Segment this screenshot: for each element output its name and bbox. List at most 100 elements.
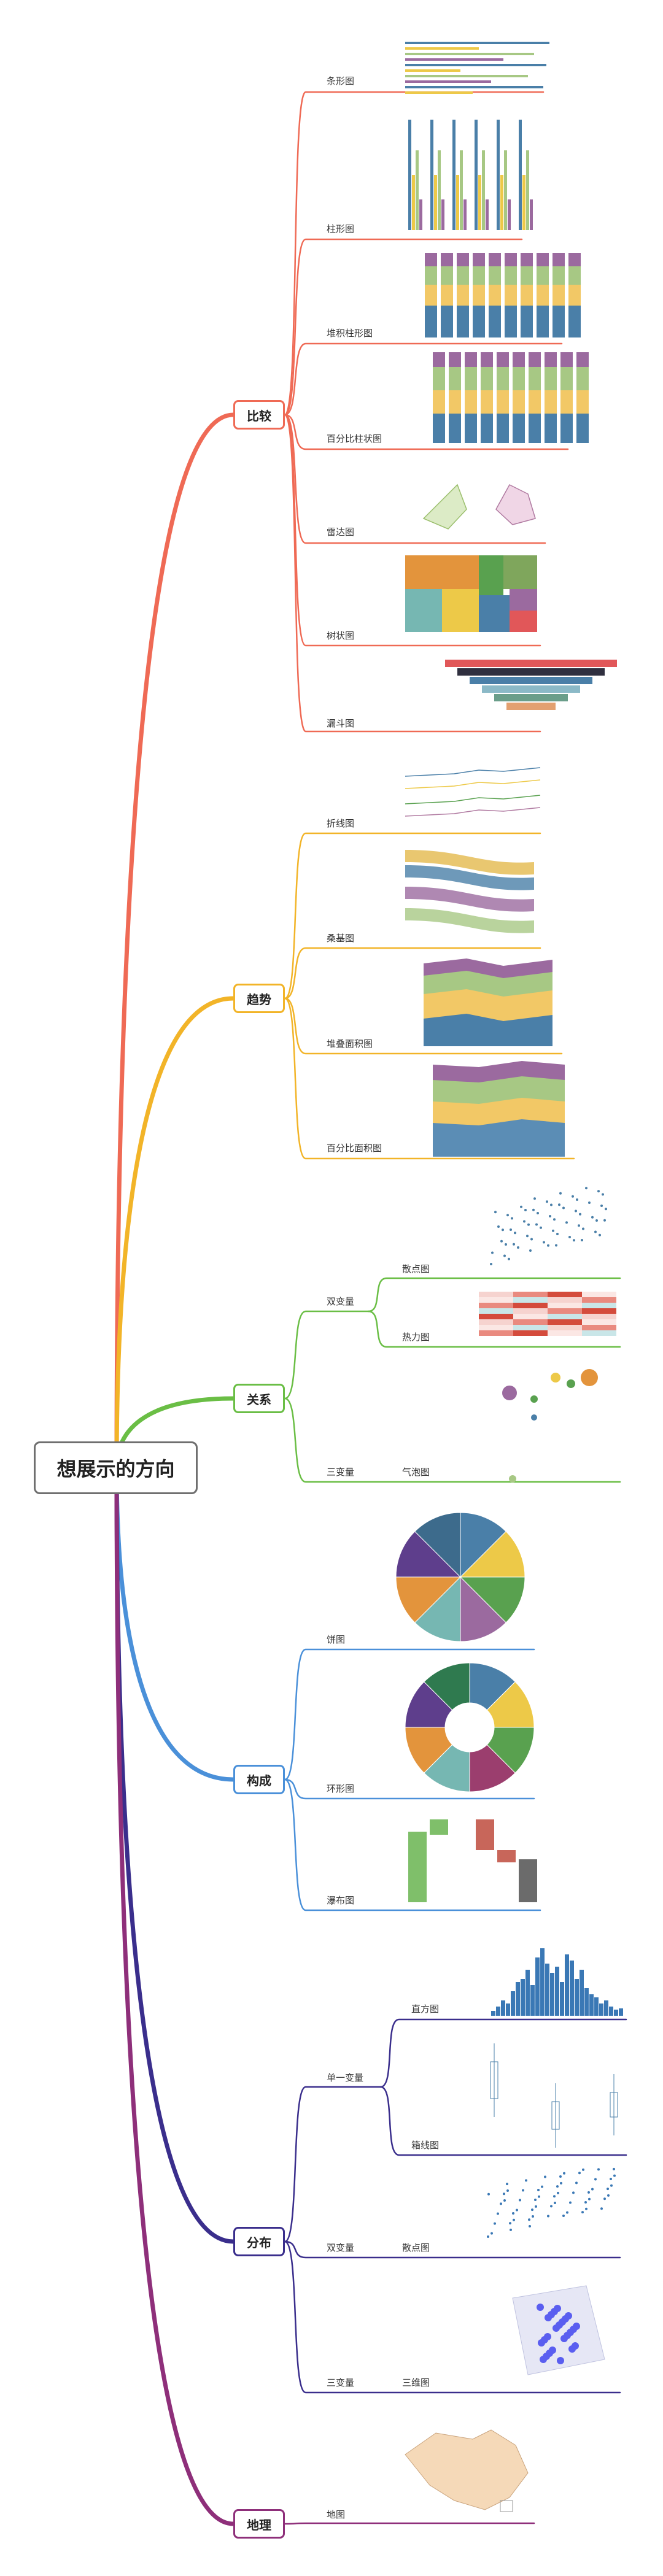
- percent-column-segment: [449, 390, 461, 414]
- scatter-point: [585, 1187, 587, 1190]
- histogram-bar: [580, 1970, 584, 2016]
- scatter-point: [587, 2191, 590, 2194]
- scatter-point: [523, 1220, 525, 1223]
- waterfall-bar: [519, 1859, 537, 1902]
- stacked-column-segment: [505, 306, 517, 337]
- scatter-point: [526, 1235, 529, 1238]
- category-composition[interactable]: 构成: [233, 1765, 285, 1794]
- scatter-point: [578, 2172, 581, 2175]
- category-comparison[interactable]: 比较: [233, 400, 285, 430]
- waterfall-bar: [408, 1832, 427, 1902]
- leaf-treemap[interactable]: 树状图: [327, 631, 355, 641]
- leaf-stacked-area-chart[interactable]: 堆叠面积图: [327, 1039, 373, 1049]
- leaf-radar-chart[interactable]: 雷达图: [327, 527, 355, 538]
- heatmap-cell: [582, 1308, 616, 1314]
- scatter-point: [487, 2192, 490, 2196]
- scatter-point: [530, 1238, 533, 1241]
- pie-slice: [414, 1576, 461, 1642]
- percent-column-segment: [576, 414, 589, 443]
- histogram-bar: [501, 2000, 505, 2016]
- scatter-point: [582, 2168, 584, 2171]
- leaf-donut-chart[interactable]: 环形图: [327, 1784, 355, 1794]
- heatmap-cell: [513, 1319, 548, 1325]
- stacked-column-segment: [457, 306, 469, 337]
- scatter-point: [595, 1219, 598, 1222]
- funnel-thumbnail: [445, 660, 617, 710]
- leaf-histogram[interactable]: 直方图: [411, 2004, 440, 2015]
- stacked-column-segment: [552, 285, 565, 306]
- column-chart-bar: [430, 120, 433, 230]
- leaf-percent-area-chart[interactable]: 百分比面积图: [327, 1143, 382, 1154]
- percent-column-segment: [449, 414, 461, 443]
- leaf-pie-chart[interactable]: 饼图: [327, 1635, 346, 1645]
- scatter-point: [534, 2199, 537, 2202]
- donut-slice: [424, 1662, 470, 1711]
- leaf-dist-scatter-chart[interactable]: 散点图: [402, 2243, 430, 2253]
- distribution-sub-univariate[interactable]: 单一变量: [327, 2073, 364, 2083]
- three-d-point: [572, 2342, 579, 2350]
- percent-column-segment: [576, 352, 589, 367]
- root-node[interactable]: 想展示的方向: [34, 1441, 198, 1494]
- leaf-bar-chart[interactable]: 条形图: [327, 76, 355, 87]
- category-geo[interactable]: 地理: [233, 2509, 285, 2539]
- radar-polygon: [495, 484, 536, 525]
- bubble-point: [531, 1414, 537, 1421]
- leaf-bubble-chart[interactable]: 气泡图: [402, 1467, 430, 1478]
- scatter-point: [509, 2222, 511, 2225]
- leaf-column-chart[interactable]: 柱形图: [327, 224, 355, 234]
- leaf-percent-column-chart[interactable]: 百分比柱状图: [327, 434, 382, 444]
- pie-slice: [459, 1531, 525, 1578]
- distribution-sub-trivariate[interactable]: 三变量: [327, 2378, 355, 2388]
- percent-column-segment: [560, 367, 573, 390]
- leaf-box-plot[interactable]: 箱线图: [411, 2140, 440, 2151]
- category-relation[interactable]: 关系: [233, 1384, 285, 1413]
- connector-trend-2: [284, 997, 563, 1055]
- leaf-line-chart[interactable]: 折线图: [327, 819, 355, 829]
- distribution-sub-bivariate[interactable]: 双变量: [327, 2243, 355, 2253]
- relation-sub-bivariate[interactable]: 双变量: [327, 1297, 355, 1307]
- heatmap-cell: [479, 1308, 513, 1314]
- category-distribution[interactable]: 分布: [233, 2227, 285, 2256]
- histogram-bar: [589, 1994, 594, 2016]
- relation-sub-trivariate[interactable]: 三变量: [327, 1467, 355, 1478]
- stacked-area-thumbnail: [424, 958, 552, 1046]
- column-chart-bar: [460, 150, 463, 230]
- percent-column-segment: [576, 367, 589, 390]
- connector-composition-2: [284, 1778, 541, 1911]
- scatter-point: [613, 2174, 616, 2177]
- leaf-sankey-chart[interactable]: 桑基图: [327, 933, 355, 944]
- stacked-column-segment: [489, 266, 501, 285]
- leaf-funnel-chart[interactable]: 漏斗图: [327, 719, 355, 729]
- leaf-scatter-chart[interactable]: 散点图: [402, 1264, 430, 1275]
- scatter-point: [506, 2183, 508, 2186]
- pie-slice: [414, 1512, 461, 1578]
- waterfall-bar: [430, 1819, 448, 1835]
- leaf-map[interactable]: 地图: [327, 2510, 346, 2520]
- leaf-heatmap[interactable]: 热力图: [402, 1332, 430, 1343]
- category-trend[interactable]: 趋势: [233, 984, 285, 1013]
- stacked-column-segment: [441, 253, 453, 266]
- scatter-point: [566, 2211, 568, 2214]
- heatmap-cell: [548, 1325, 582, 1330]
- scatter-point: [528, 2218, 530, 2221]
- three-d-point: [565, 2312, 572, 2320]
- percent-column-thumbnail: [433, 352, 589, 443]
- percent-column-segment: [513, 414, 525, 443]
- column-chart-bar: [419, 199, 422, 230]
- histogram-bar: [535, 1957, 540, 2016]
- scatter-point: [511, 1217, 513, 1220]
- stacked-column-segment: [521, 306, 533, 337]
- column-chart-bar: [463, 199, 467, 230]
- line-series: [405, 795, 541, 804]
- leaf-3d-chart[interactable]: 三维图: [402, 2378, 430, 2388]
- histogram-bar: [570, 1961, 574, 2016]
- leaf-waterfall-chart[interactable]: 瀑布图: [327, 1895, 355, 1906]
- stacked-column-segment: [425, 266, 437, 285]
- stacked-column-segment: [457, 266, 469, 285]
- connector-composition-0: [284, 1648, 535, 1781]
- scatter-point: [597, 1190, 600, 1193]
- leaf-stacked-column-chart[interactable]: 堆积柱形图: [327, 328, 373, 339]
- bar-chart-bar: [405, 91, 473, 94]
- connector-comparison-3: [284, 414, 569, 450]
- scatter-point: [529, 2225, 531, 2228]
